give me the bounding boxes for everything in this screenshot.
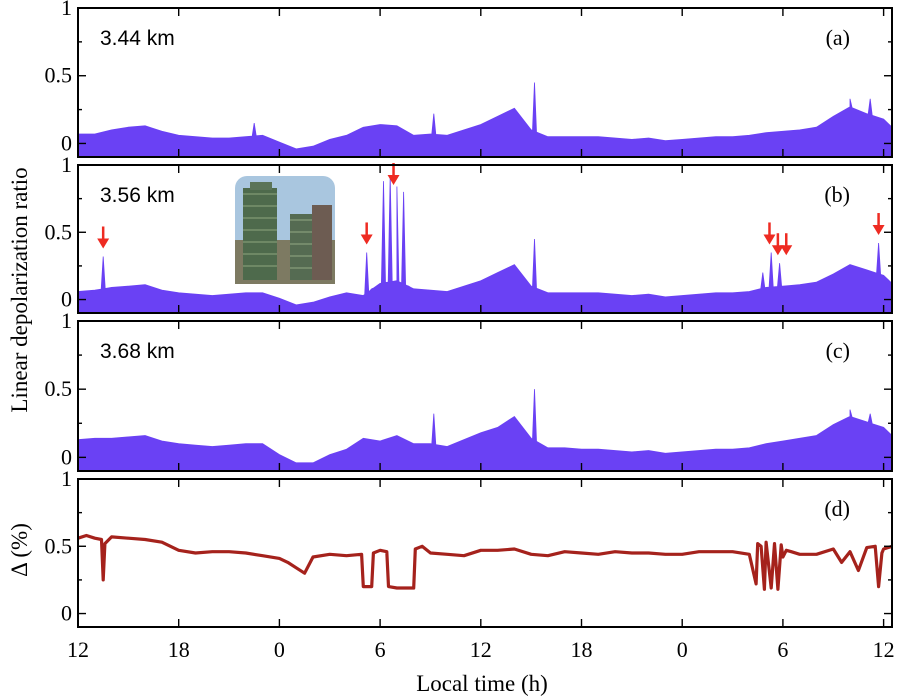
panel-a-tag: (a) [826, 25, 850, 50]
panel-d-ytick-label: 1 [61, 466, 72, 491]
panel-b-tag: (b) [824, 182, 850, 207]
panel-c-area-series [77, 389, 893, 472]
x-tick-label: 12 [470, 637, 492, 662]
panel-c-tag: (c) [826, 338, 850, 363]
x-tick-label: 0 [274, 637, 285, 662]
x-tick-label: 6 [777, 637, 788, 662]
panel-c-altitude-label: 3.68 km [100, 340, 175, 363]
panel-a-altitude-label: 3.44 km [100, 27, 175, 50]
panel-c: 0 0.5 1 3.68 km (c) [45, 308, 893, 472]
x-tick-label: 6 [375, 637, 386, 662]
x-axis-title: Local time (h) [416, 671, 548, 696]
panel-d: 0 0.5 1 (d) [45, 466, 893, 628]
panel-b-area-series [77, 175, 893, 314]
panel-d-ylabel: Δ (%) [7, 523, 32, 577]
panel-b-arrow-5 [780, 233, 793, 256]
panel-d-ytick-label: 0.5 [45, 533, 73, 558]
panel-b-arrow-6 [872, 213, 885, 236]
panel-c-frame [77, 320, 893, 472]
x-tick-label: 18 [168, 637, 190, 662]
panel-a-ytick-label: 1 [61, 0, 72, 20]
x-tick-label: 12 [67, 637, 89, 662]
panel-a-ytick-label: 0 [61, 130, 72, 155]
panel-b-arrow-0 [97, 226, 110, 249]
panel-b-altitude-label: 3.56 km [100, 184, 175, 207]
panel-c-ytick-label: 0 [61, 444, 72, 469]
panel-a-frame [77, 7, 893, 158]
x-tick-label: 12 [873, 637, 895, 662]
panel-b-arrow-2 [387, 163, 400, 185]
panel-d-line-series [77, 533, 893, 591]
x-tick-label: 0 [677, 637, 688, 662]
panel-c-ytick-label: 1 [61, 308, 72, 333]
panel-b-ytick-label: 1 [61, 152, 72, 177]
x-tick-label: 18 [571, 637, 593, 662]
panel-b: 0 0.5 1 3.56 km (b) [45, 152, 893, 314]
y-axis-title: Linear depolarization ratio [7, 167, 32, 412]
panel-b-arrow-1 [360, 222, 373, 245]
panel-a: 0 0.5 1 3.44 km (a) [45, 0, 893, 158]
panel-a-area-series [77, 82, 893, 158]
panel-d-tag: (d) [824, 496, 850, 521]
panel-a-ytick-label: 0.5 [45, 63, 73, 88]
panel-b-arrow-4 [771, 233, 784, 256]
panel-d-ytick-label: 0 [61, 601, 72, 626]
panel-b-arrow-3 [763, 222, 776, 245]
panel-c-ytick-label: 0.5 [45, 376, 73, 401]
panel-b-ytick-label: 0 [61, 287, 72, 312]
panel-d-frame [77, 478, 893, 628]
panel-b-ytick-label: 0.5 [45, 219, 73, 244]
inset-photo-scaffolded-buildings [235, 176, 335, 284]
panel-b-frame [77, 164, 893, 314]
